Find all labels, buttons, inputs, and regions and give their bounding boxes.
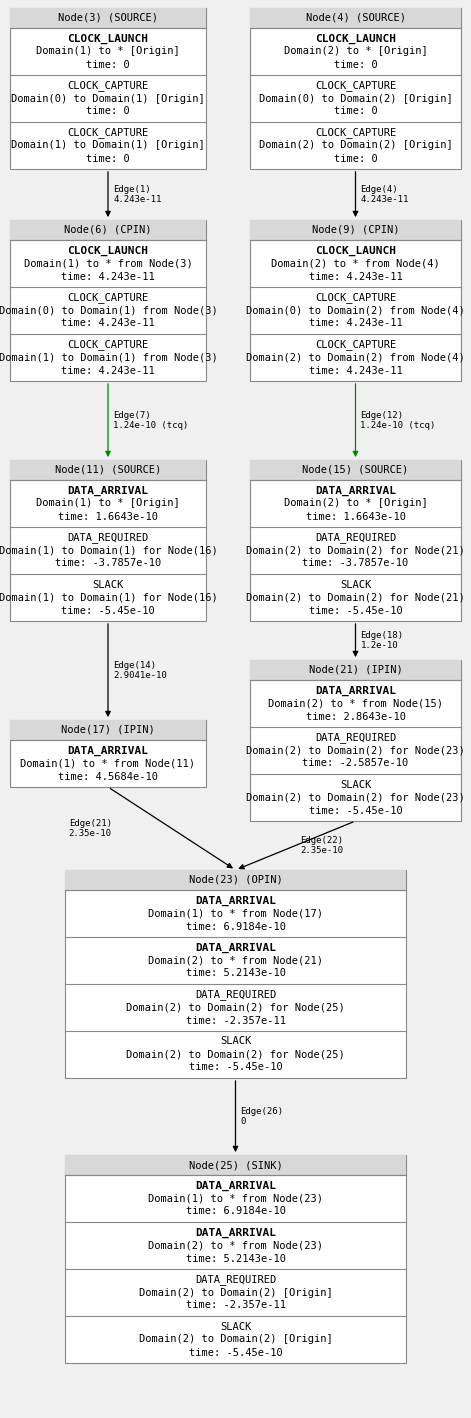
Text: time: 6.9184e-10: time: 6.9184e-10: [186, 1207, 285, 1217]
Text: Domain(2) to Domain(2) [Origin]: Domain(2) to Domain(2) [Origin]: [138, 1288, 333, 1297]
Text: CLOCK_CAPTURE: CLOCK_CAPTURE: [67, 128, 149, 138]
Text: Node(9) (CPIN): Node(9) (CPIN): [312, 225, 399, 235]
Text: Node(11) (SOURCE): Node(11) (SOURCE): [55, 465, 161, 475]
Text: time: 4.243e-11: time: 4.243e-11: [61, 271, 155, 282]
Bar: [10, 459, 206, 481]
Bar: [250, 220, 461, 381]
Text: Domain(2) to Domain(2) for Node(25): Domain(2) to Domain(2) for Node(25): [126, 1049, 345, 1059]
Text: DATA_ARRIVAL: DATA_ARRIVAL: [67, 746, 148, 756]
Text: SLACK: SLACK: [220, 1322, 251, 1332]
Text: CLOCK_CAPTURE: CLOCK_CAPTURE: [67, 79, 149, 91]
Bar: [250, 459, 461, 481]
Bar: [65, 1156, 406, 1363]
Bar: [65, 871, 406, 1078]
Text: time: 4.243e-11: time: 4.243e-11: [309, 271, 402, 282]
Text: Edge(21)
2.35e-10: Edge(21) 2.35e-10: [69, 818, 112, 838]
Text: time: -5.45e-10: time: -5.45e-10: [309, 805, 402, 815]
Bar: [10, 9, 206, 169]
Text: Domain(2) to Domain(2) from Node(4): Domain(2) to Domain(2) from Node(4): [246, 353, 465, 363]
Text: time: 4.243e-11: time: 4.243e-11: [309, 319, 402, 329]
Text: Domain(1) to * [Origin]: Domain(1) to * [Origin]: [36, 47, 180, 57]
Text: DATA_ARRIVAL: DATA_ARRIVAL: [195, 1180, 276, 1191]
Text: time: 5.2143e-10: time: 5.2143e-10: [186, 968, 285, 978]
Text: Domain(0) to Domain(2) from Node(4): Domain(0) to Domain(2) from Node(4): [246, 305, 465, 315]
Text: time: 0: time: 0: [333, 106, 377, 116]
Text: time: 5.2143e-10: time: 5.2143e-10: [186, 1254, 285, 1263]
Text: Domain(0) to Domain(2) [Origin]: Domain(0) to Domain(2) [Origin]: [259, 94, 452, 104]
Bar: [250, 9, 461, 169]
Text: time: -2.5857e-10: time: -2.5857e-10: [302, 759, 409, 769]
Text: DATA_ARRIVAL: DATA_ARRIVAL: [195, 895, 276, 906]
Bar: [10, 459, 206, 621]
Text: Domain(1) to * [Origin]: Domain(1) to * [Origin]: [36, 499, 180, 509]
Text: time: 0: time: 0: [86, 153, 130, 163]
Text: time: -3.7857e-10: time: -3.7857e-10: [302, 559, 409, 569]
Text: Domain(2) to Domain(2) for Node(23): Domain(2) to Domain(2) for Node(23): [246, 746, 465, 756]
Text: DATA_ARRIVAL: DATA_ARRIVAL: [195, 1228, 276, 1238]
Text: DATA_ARRIVAL: DATA_ARRIVAL: [195, 943, 276, 953]
Text: time: -5.45e-10: time: -5.45e-10: [188, 1347, 283, 1357]
Text: time: 1.6643e-10: time: 1.6643e-10: [58, 512, 158, 522]
Text: time: -5.45e-10: time: -5.45e-10: [61, 605, 155, 615]
Bar: [250, 659, 461, 821]
Bar: [65, 1156, 406, 1176]
Text: Node(17) (IPIN): Node(17) (IPIN): [61, 725, 155, 735]
Text: Domain(2) to * [Origin]: Domain(2) to * [Origin]: [284, 499, 427, 509]
Bar: [10, 220, 206, 381]
Text: CLOCK_LAUNCH: CLOCK_LAUNCH: [315, 34, 396, 44]
Text: DATA_ARRIVAL: DATA_ARRIVAL: [315, 685, 396, 696]
Text: Domain(2) to * from Node(4): Domain(2) to * from Node(4): [271, 258, 440, 268]
Text: Edge(22)
2.35e-10: Edge(22) 2.35e-10: [300, 835, 343, 855]
Text: time: -2.357e-11: time: -2.357e-11: [186, 1300, 285, 1310]
Text: Edge(26)
0: Edge(26) 0: [241, 1107, 284, 1126]
Text: Node(15) (SOURCE): Node(15) (SOURCE): [302, 465, 409, 475]
Text: DATA_REQUIRED: DATA_REQUIRED: [67, 532, 149, 543]
Text: Domain(2) to * from Node(15): Domain(2) to * from Node(15): [268, 699, 443, 709]
Text: Domain(0) to Domain(1) [Origin]: Domain(0) to Domain(1) [Origin]: [11, 94, 205, 104]
Text: SLACK: SLACK: [220, 1037, 251, 1046]
Text: time: 0: time: 0: [333, 153, 377, 163]
Text: SLACK: SLACK: [92, 580, 123, 590]
Text: CLOCK_LAUNCH: CLOCK_LAUNCH: [315, 245, 396, 255]
Text: DATA_REQUIRED: DATA_REQUIRED: [195, 1273, 276, 1285]
Text: time: 6.9184e-10: time: 6.9184e-10: [186, 922, 285, 932]
Text: Domain(1) to Domain(1) for Node(16): Domain(1) to Domain(1) for Node(16): [0, 593, 218, 603]
Bar: [250, 659, 461, 681]
Text: time: -2.357e-11: time: -2.357e-11: [186, 1015, 285, 1025]
Text: CLOCK_CAPTURE: CLOCK_CAPTURE: [315, 292, 396, 303]
Bar: [10, 9, 206, 28]
Text: Node(6) (CPIN): Node(6) (CPIN): [64, 225, 152, 235]
Text: Domain(2) to Domain(2) for Node(21): Domain(2) to Domain(2) for Node(21): [246, 593, 465, 603]
Text: Domain(2) to * from Node(21): Domain(2) to * from Node(21): [148, 956, 323, 966]
Text: Domain(2) to Domain(2) [Origin]: Domain(2) to Domain(2) [Origin]: [259, 140, 452, 150]
Text: Edge(18)
1.2e-10: Edge(18) 1.2e-10: [360, 631, 404, 651]
Bar: [10, 720, 206, 740]
Text: DATA_ARRIVAL: DATA_ARRIVAL: [67, 485, 148, 496]
Text: time: 4.243e-11: time: 4.243e-11: [61, 366, 155, 376]
Text: Domain(1) to Domain(1) from Node(3): Domain(1) to Domain(1) from Node(3): [0, 353, 218, 363]
Text: Domain(2) to Domain(2) [Origin]: Domain(2) to Domain(2) [Origin]: [138, 1334, 333, 1344]
Text: Domain(2) to Domain(2) for Node(21): Domain(2) to Domain(2) for Node(21): [246, 546, 465, 556]
Text: time: 0: time: 0: [86, 60, 130, 69]
Text: Domain(1) to Domain(1) [Origin]: Domain(1) to Domain(1) [Origin]: [11, 140, 205, 150]
Bar: [10, 220, 206, 240]
Text: Edge(7)
1.24e-10 (tcq): Edge(7) 1.24e-10 (tcq): [113, 411, 188, 430]
Text: Domain(0) to Domain(1) from Node(3): Domain(0) to Domain(1) from Node(3): [0, 305, 218, 315]
Text: CLOCK_CAPTURE: CLOCK_CAPTURE: [315, 79, 396, 91]
Bar: [10, 720, 206, 787]
Text: SLACK: SLACK: [340, 780, 371, 790]
Text: Domain(1) to * from Node(3): Domain(1) to * from Node(3): [24, 258, 192, 268]
Text: time: 0: time: 0: [86, 106, 130, 116]
Text: CLOCK_CAPTURE: CLOCK_CAPTURE: [67, 339, 149, 350]
Text: Node(21) (IPIN): Node(21) (IPIN): [309, 665, 402, 675]
Text: Node(4) (SOURCE): Node(4) (SOURCE): [306, 13, 406, 23]
Text: CLOCK_LAUNCH: CLOCK_LAUNCH: [67, 34, 148, 44]
Text: CLOCK_CAPTURE: CLOCK_CAPTURE: [315, 128, 396, 138]
Text: Domain(2) to * [Origin]: Domain(2) to * [Origin]: [284, 47, 427, 57]
Text: DATA_REQUIRED: DATA_REQUIRED: [195, 988, 276, 1000]
Text: Domain(2) to * from Node(23): Domain(2) to * from Node(23): [148, 1241, 323, 1251]
Bar: [250, 9, 461, 28]
Text: Edge(14)
2.9041e-10: Edge(14) 2.9041e-10: [113, 661, 167, 681]
Text: Node(3) (SOURCE): Node(3) (SOURCE): [58, 13, 158, 23]
Text: DATA_ARRIVAL: DATA_ARRIVAL: [315, 485, 396, 496]
